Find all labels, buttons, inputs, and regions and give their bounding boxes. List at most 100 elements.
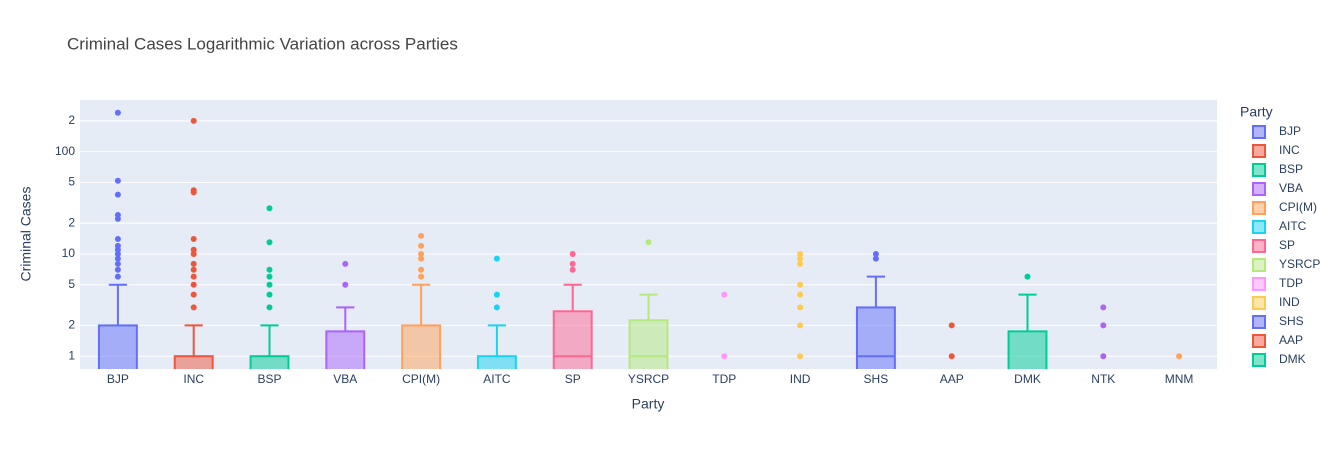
legend-swatch (1252, 296, 1266, 310)
outlier (190, 117, 197, 124)
outlier (114, 250, 121, 257)
outlier (645, 239, 652, 246)
y-tick-label: 10 (62, 246, 76, 260)
legend-label: NTK (1279, 371, 1303, 385)
outlier (797, 304, 804, 311)
outlier (190, 235, 197, 242)
y-tick-label: 2 (68, 318, 75, 332)
outlier (114, 235, 121, 242)
y-tick-label: 5 (68, 175, 75, 189)
outlier (190, 187, 197, 194)
outlier (569, 260, 576, 267)
legend-label: AITC (1279, 219, 1307, 233)
outlier (569, 250, 576, 257)
outlier (342, 281, 349, 288)
outlier (797, 260, 804, 267)
x-tick-label: IND (790, 372, 811, 386)
y-tick-label: 5 (68, 277, 75, 291)
outlier (418, 242, 425, 249)
outlier (797, 250, 804, 257)
legend-label: CPI(M) (1279, 200, 1317, 214)
legend-swatch (1253, 373, 1265, 385)
legend-label: BSP (1279, 162, 1303, 176)
legend-swatch (1252, 353, 1266, 367)
outlier (266, 304, 273, 311)
legend-swatch (1253, 392, 1265, 404)
plot (97, 109, 1183, 369)
outlier (190, 250, 197, 257)
outlier (114, 242, 121, 249)
outlier (114, 212, 121, 219)
legend-label: INC (1279, 143, 1300, 157)
legend-label: SP (1279, 238, 1295, 252)
x-tick-label: AITC (483, 372, 511, 386)
outlier (948, 322, 955, 329)
outlier (797, 255, 804, 262)
outlier (190, 246, 197, 253)
outlier (418, 266, 425, 273)
outlier (797, 322, 804, 329)
outlier (569, 266, 576, 273)
box (1007, 330, 1048, 369)
outlier (190, 304, 197, 311)
outlier (1176, 353, 1183, 360)
legend-label: AAP (1279, 333, 1303, 347)
y-tick-label: 100 (55, 144, 75, 158)
outlier (114, 255, 121, 262)
outlier (721, 291, 728, 298)
outlier (797, 353, 804, 360)
x-tick-label: TDP (712, 372, 736, 386)
box (325, 330, 366, 369)
outlier (266, 281, 273, 288)
legend-swatch (1252, 220, 1266, 234)
legend-swatch (1252, 258, 1266, 272)
box (173, 355, 214, 369)
x-tick-label: INC (183, 372, 204, 386)
outlier (948, 353, 955, 360)
legend-swatch (1252, 239, 1266, 253)
x-tick-label: YSRCP (628, 372, 669, 386)
outlier (114, 109, 121, 116)
outlier (1100, 353, 1107, 360)
x-tick-label: DMK (1014, 372, 1041, 386)
legend: BJP INC BSP VBA CPI(M) AITC SP YSRCP TDP IND SHS AA… (1252, 124, 1320, 404)
outlier (1100, 304, 1107, 311)
outlier (797, 281, 804, 288)
outlier (418, 255, 425, 262)
outlier (114, 191, 121, 198)
x-tick-label: AAP (940, 372, 964, 386)
x-tick-label: NTK (1091, 372, 1115, 386)
y-tick-label: 2 (68, 113, 75, 127)
legend-label: IND (1279, 295, 1300, 309)
box (249, 355, 290, 369)
box (552, 310, 593, 369)
legend-label: VBA (1279, 181, 1303, 195)
legend-swatch (1252, 277, 1266, 291)
outlier (190, 260, 197, 267)
legend-swatch (1252, 201, 1266, 215)
outlier (190, 291, 197, 298)
legend-title: Party (1240, 104, 1273, 120)
y-tick-label: 2 (68, 215, 75, 229)
legend-swatch (1252, 334, 1266, 348)
outlier (114, 260, 121, 267)
outlier (266, 239, 273, 246)
x-tick-label: SP (565, 372, 581, 386)
outlier (342, 260, 349, 267)
x-tick-label: VBA (333, 372, 357, 386)
legend-label: DMK (1279, 352, 1306, 366)
y-tick-label: 1 (68, 348, 75, 362)
outlier (418, 232, 425, 239)
outlier (114, 177, 121, 184)
legend-swatch (1252, 182, 1266, 196)
x-axis-title: Party (632, 396, 665, 412)
legend-label: BJP (1279, 124, 1301, 138)
outlier (721, 353, 728, 360)
legend-swatch (1252, 315, 1266, 329)
outlier (266, 291, 273, 298)
legend-swatch (1252, 163, 1266, 177)
outlier (190, 281, 197, 288)
outlier (797, 291, 804, 298)
outlier (266, 273, 273, 280)
outlier (266, 266, 273, 273)
